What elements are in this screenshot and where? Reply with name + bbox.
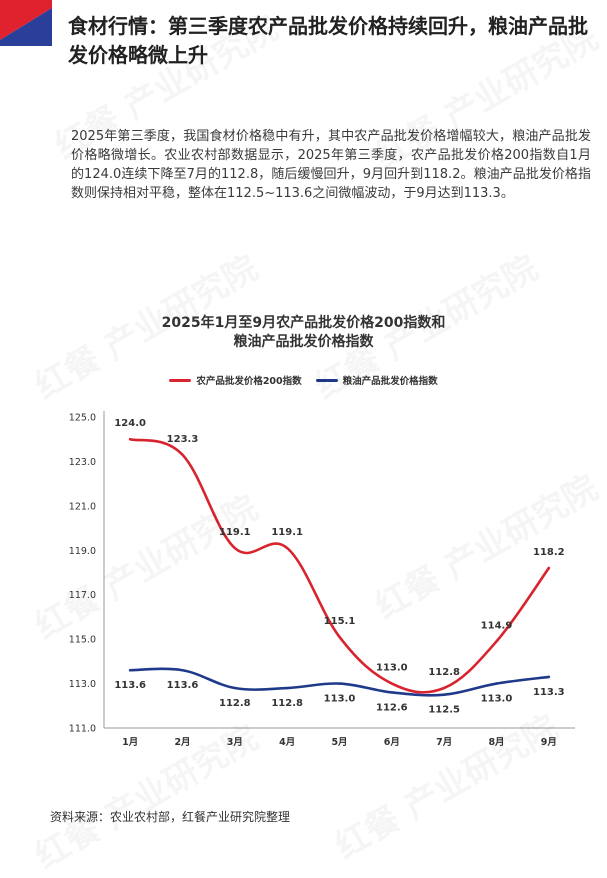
page-headline: 食材行情：第三季度农产品批发价格持续回升，粮油产品批发价格略微上升 xyxy=(68,14,588,67)
data-point-agri xyxy=(285,546,289,550)
y-tick-label: 113.0 xyxy=(69,679,96,690)
data-label-agri: 119.1 xyxy=(219,527,251,538)
y-tick-label: 111.0 xyxy=(69,724,96,735)
data-point-agri xyxy=(390,682,394,685)
y-tick-label: 115.0 xyxy=(69,635,96,646)
data-point-grain-oil xyxy=(495,682,498,685)
y-tick-label: 119.0 xyxy=(69,546,96,557)
data-label-grain-oil: 112.5 xyxy=(428,705,460,716)
data-label-grain-oil: 112.8 xyxy=(219,698,251,709)
legend-item-grain-oil: 粮油产品批发价格指数 xyxy=(315,373,438,387)
data-point-grain-oil xyxy=(285,686,289,690)
x-tick-label: 5月 xyxy=(331,737,347,748)
data-label-agri: 114.9 xyxy=(481,620,513,631)
data-point-grain-oil xyxy=(233,686,237,690)
y-tick-label: 123.0 xyxy=(69,457,96,468)
data-label-grain-oil: 113.0 xyxy=(481,694,513,705)
data-point-grain-oil xyxy=(547,675,551,679)
legend-label-grain-oil: 粮油产品批发价格指数 xyxy=(342,376,438,387)
data-point-agri xyxy=(547,566,551,570)
x-tick-label: 9月 xyxy=(541,737,557,748)
data-point-grain-oil xyxy=(128,669,132,672)
data-label-agri: 123.3 xyxy=(167,434,199,445)
data-label-grain-oil: 113.3 xyxy=(533,687,565,698)
y-tick-label: 125.0 xyxy=(69,413,96,424)
data-point-agri xyxy=(338,635,341,639)
chart-title-line1: 2025年1月至9月农产品批发价格200指数和 xyxy=(161,315,446,331)
chart-legend: 农产品批发价格200指数 粮油产品批发价格指数 xyxy=(0,373,607,387)
data-label-agri: 118.2 xyxy=(533,547,565,558)
x-tick-label: 1月 xyxy=(122,737,138,748)
data-label-grain-oil: 113.6 xyxy=(114,680,146,691)
x-tick-label: 2月 xyxy=(174,737,190,748)
legend-swatch-grain-oil xyxy=(315,378,338,382)
x-tick-label: 4月 xyxy=(279,737,295,748)
data-label-agri: 124.0 xyxy=(114,418,146,429)
chart-title-line2: 粮油产品批发价格指数 xyxy=(233,334,374,350)
data-point-grain-oil xyxy=(181,669,184,672)
y-tick-label: 117.0 xyxy=(69,590,96,601)
body-paragraph: 2025年第三季度，我国食材价格稳中有升，其中农产品批发价格增幅较大，粮油产品批… xyxy=(71,129,591,201)
data-point-agri xyxy=(233,546,237,550)
data-point-agri xyxy=(181,453,184,456)
data-label-grain-oil: 112.6 xyxy=(376,702,408,713)
data-point-grain-oil xyxy=(442,693,446,696)
y-tick-label: 121.0 xyxy=(69,501,96,512)
data-label-grain-oil: 113.0 xyxy=(324,694,356,705)
legend-label-agri: 农产品批发价格200指数 xyxy=(196,376,302,387)
source-note: 资料来源：农业农村部，红餐产业研究院整理 xyxy=(50,810,291,824)
x-tick-label: 7月 xyxy=(436,737,452,748)
data-point-grain-oil xyxy=(390,691,394,694)
data-label-agri: 112.8 xyxy=(428,667,460,678)
series-line-agri xyxy=(128,437,551,694)
data-label-agri: 119.1 xyxy=(271,527,303,538)
data-label-agri: 113.0 xyxy=(376,663,408,674)
data-label-agri: 115.1 xyxy=(324,616,356,627)
data-point-agri xyxy=(495,640,498,643)
x-tick-label: 3月 xyxy=(227,737,243,748)
data-label-grain-oil: 112.8 xyxy=(271,698,303,709)
header-flag-icon xyxy=(0,0,52,46)
legend-swatch-agri xyxy=(169,378,192,382)
data-point-agri xyxy=(442,686,446,690)
x-tick-label: 6月 xyxy=(384,737,400,748)
x-tick-label: 8月 xyxy=(488,737,504,748)
line-chart: 111.0 113.0 115.0 117.0 119.0 121.0 123.0 125.0… xyxy=(69,411,575,748)
data-label-grain-oil: 113.6 xyxy=(167,680,199,691)
legend-item-agri: 农产品批发价格200指数 xyxy=(169,373,302,387)
data-point-agri xyxy=(128,438,132,441)
data-point-grain-oil xyxy=(338,682,341,685)
